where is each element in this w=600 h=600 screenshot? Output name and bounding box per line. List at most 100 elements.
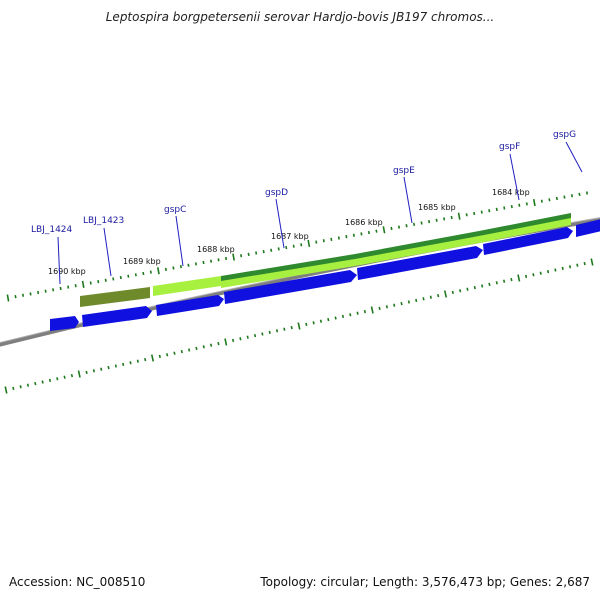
scale-tick xyxy=(194,262,198,266)
scale-tick xyxy=(540,199,543,203)
scale-tick xyxy=(67,285,70,289)
scale-tick xyxy=(209,259,213,263)
gene-feature-lbj-1423[interactable] xyxy=(80,287,150,307)
scale-tick xyxy=(405,224,408,228)
cds-arrow-gspg[interactable] xyxy=(576,218,600,237)
scale-tick xyxy=(283,327,286,331)
scale-tick xyxy=(292,244,295,248)
scale-tick xyxy=(48,378,52,383)
scale-tick xyxy=(59,286,62,291)
kbp-label: 1685 kbp xyxy=(418,203,456,212)
accession-text: Accession: NC_008510 xyxy=(9,575,146,589)
scale-tick xyxy=(554,268,557,272)
scale-tick xyxy=(307,239,311,248)
gene-label-gspf[interactable]: gspF xyxy=(499,142,520,152)
gene-label-lbj-1424[interactable]: LBJ_1424 xyxy=(31,225,73,235)
scale-tick xyxy=(466,287,469,291)
scale-tick xyxy=(495,281,498,285)
scale-tick xyxy=(297,322,301,330)
scale-tick xyxy=(247,252,250,256)
scale-tick xyxy=(524,274,528,279)
scale-tick xyxy=(412,222,416,226)
scale-tick xyxy=(166,353,169,357)
cds-arrow-lbj-1423[interactable] xyxy=(82,306,152,327)
cds-arrow-gspe[interactable] xyxy=(357,246,483,280)
scale-tick xyxy=(122,362,125,367)
scale-tick xyxy=(465,213,468,217)
gene-feature-gspc[interactable] xyxy=(153,276,221,296)
scale-tick xyxy=(525,202,528,206)
scale-tick xyxy=(232,253,235,261)
cds-arrow-lbj-1424[interactable] xyxy=(50,316,79,331)
scale-tick xyxy=(34,381,37,386)
scale-tick xyxy=(518,203,521,207)
gene-label-gspe[interactable]: gspE xyxy=(393,166,415,176)
scale-tick xyxy=(89,281,92,285)
scale-tick xyxy=(246,335,249,339)
scale-tick xyxy=(390,226,393,231)
scale-tick xyxy=(548,198,551,202)
scale-tick xyxy=(149,270,152,274)
cds-arrow-gspc[interactable] xyxy=(156,295,224,316)
scale-tick xyxy=(578,192,581,196)
scale-tick xyxy=(400,301,403,306)
scale-tick xyxy=(443,217,446,221)
scale-tick xyxy=(397,225,401,229)
scale-tick xyxy=(41,380,44,384)
scale-tick xyxy=(532,273,535,277)
gene-label-gspg[interactable]: gspG xyxy=(553,130,576,140)
kbp-label: 1686 kbp xyxy=(345,218,383,227)
scale-tick xyxy=(158,354,161,359)
scale-tick xyxy=(156,267,160,275)
gene-label-gspc[interactable]: gspC xyxy=(164,205,186,215)
scale-tick xyxy=(74,284,77,288)
scale-tick xyxy=(277,247,280,251)
scale-tick xyxy=(428,220,431,224)
gene-label-lbj-1423[interactable]: LBJ_1423 xyxy=(83,216,124,226)
scale-tick xyxy=(104,278,107,282)
scale-tick xyxy=(349,313,352,317)
scale-tick xyxy=(415,298,418,303)
scale-tick xyxy=(100,367,103,371)
scale-tick xyxy=(585,191,589,195)
scale-tick xyxy=(202,260,205,265)
scale-tick xyxy=(136,359,139,363)
kbp-label: 1690 kbp xyxy=(48,267,86,276)
scale-tick xyxy=(407,300,410,304)
gene-feature-gspe-light xyxy=(355,236,479,266)
scale-tick xyxy=(341,314,345,319)
leader-line xyxy=(509,153,520,201)
scale-tick xyxy=(255,251,258,255)
scale-tick xyxy=(26,383,30,387)
map-title: Leptospira borgpetersenii serovar Hardjo… xyxy=(105,10,495,24)
scale-tick xyxy=(576,263,579,267)
scale-tick xyxy=(312,321,315,325)
gene-label-gspd[interactable]: gspD xyxy=(265,188,288,198)
leader-line xyxy=(57,236,61,285)
scale-tick xyxy=(217,258,220,262)
cds-arrow-gspf[interactable] xyxy=(483,227,573,255)
scale-tick xyxy=(378,306,381,311)
scale-tick xyxy=(510,277,513,282)
scale-tick xyxy=(352,233,355,237)
scale-tick xyxy=(150,354,155,362)
scale-tick xyxy=(429,295,432,299)
kbp-label: 1688 kbp xyxy=(197,245,235,254)
scale-tick xyxy=(437,293,440,298)
scale-tick xyxy=(127,274,130,278)
gene-feature-gspd-light xyxy=(221,259,355,288)
scale-tick xyxy=(539,271,542,275)
scale-tick xyxy=(85,370,88,375)
scale-tick xyxy=(270,248,273,252)
scale-tick xyxy=(81,280,85,288)
scale-tick xyxy=(459,289,462,293)
scale-tick xyxy=(532,198,536,207)
scale-tick xyxy=(555,196,558,201)
scale-tick xyxy=(481,284,484,288)
cds-arrow-gspd[interactable] xyxy=(224,270,357,304)
scale-tick xyxy=(114,364,117,368)
scale-tick xyxy=(330,237,333,241)
scale-tick xyxy=(502,279,506,283)
scale-tick xyxy=(337,236,340,240)
